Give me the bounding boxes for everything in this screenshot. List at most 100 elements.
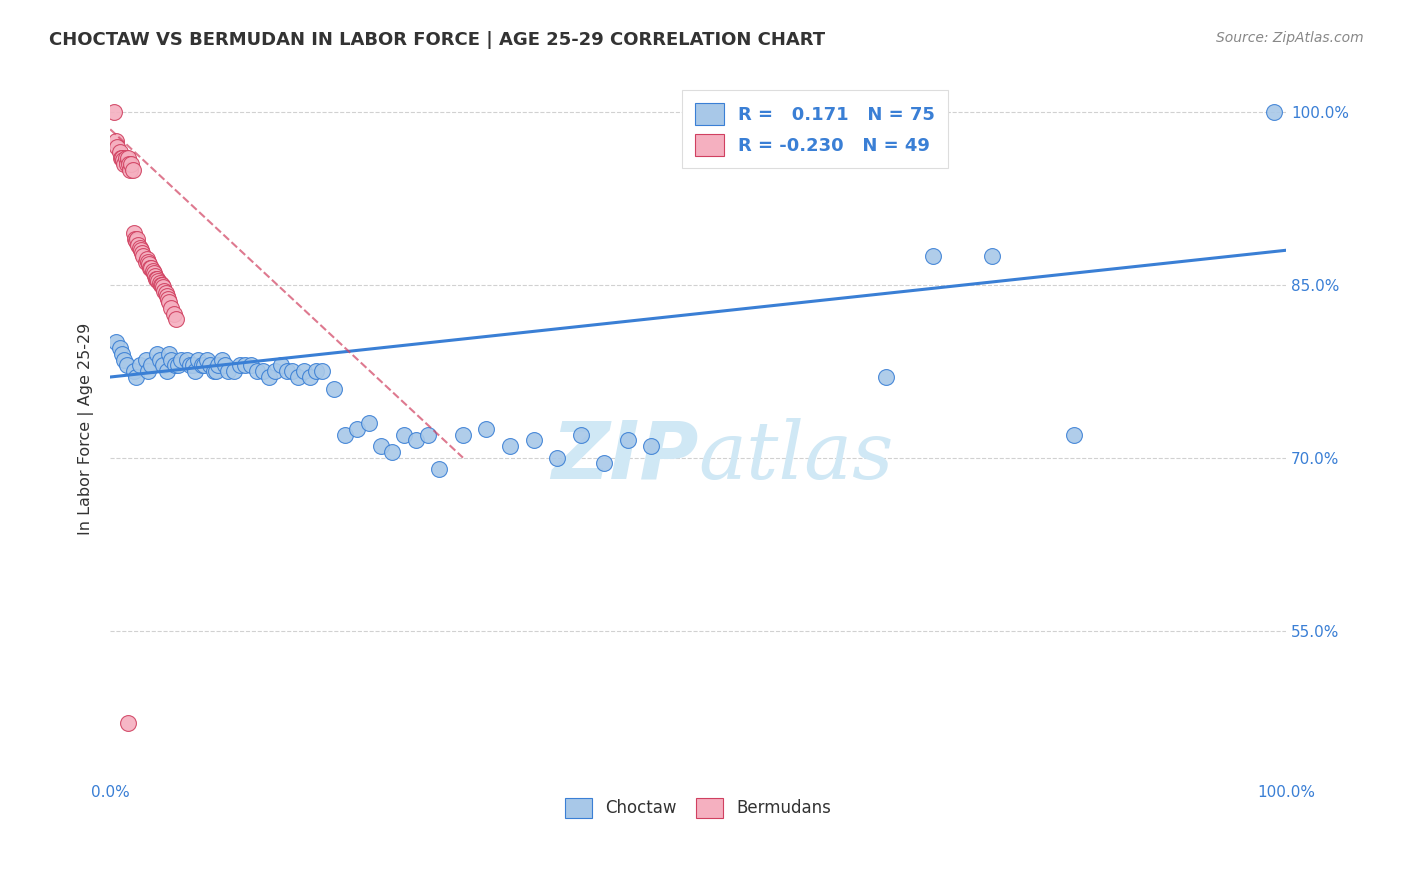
Point [136, 254, 159, 268]
Point [640, 439, 662, 453]
Point [108, 341, 131, 355]
Point [335, 427, 357, 442]
Point [322, 382, 344, 396]
Point [146, 347, 169, 361]
Point [141, 260, 163, 275]
Point [922, 249, 945, 263]
Point [370, 439, 392, 453]
Point [157, 347, 180, 361]
Point [593, 457, 616, 471]
Point [522, 434, 544, 448]
Point [129, 244, 152, 258]
Point [240, 359, 263, 373]
Point [135, 252, 157, 267]
Point [136, 364, 159, 378]
Point [156, 364, 179, 378]
Text: Source: ZipAtlas.com: Source: ZipAtlas.com [1216, 31, 1364, 45]
Point [105, 134, 128, 148]
Point [184, 364, 207, 378]
Point [124, 232, 146, 246]
Point [127, 237, 149, 252]
Point [191, 359, 214, 373]
Point [1063, 427, 1085, 442]
Point [405, 434, 427, 448]
Point [131, 245, 153, 260]
Point [108, 145, 131, 160]
Point [103, 105, 125, 120]
Point [287, 370, 309, 384]
Point [141, 359, 163, 373]
Point [198, 359, 221, 373]
Point [127, 232, 149, 246]
Point [981, 249, 1004, 263]
Point [111, 347, 134, 361]
Point [176, 352, 198, 367]
Point [142, 266, 165, 280]
Point [451, 427, 474, 442]
Point [214, 359, 236, 373]
Point [228, 359, 250, 373]
Point [546, 450, 568, 465]
Point [475, 422, 498, 436]
Text: atlas: atlas [699, 418, 893, 496]
Point [299, 370, 322, 384]
Point [112, 157, 135, 171]
Point [149, 277, 172, 292]
Point [117, 151, 139, 165]
Point [163, 359, 186, 373]
Point [149, 276, 172, 290]
Point [193, 359, 215, 373]
Point [122, 364, 145, 378]
Y-axis label: In Labor Force | Age 25-29: In Labor Force | Age 25-29 [79, 323, 94, 535]
Point [157, 295, 180, 310]
Point [235, 359, 257, 373]
Point [1263, 105, 1285, 120]
Point [148, 274, 170, 288]
Point [292, 364, 315, 378]
Point [156, 289, 179, 303]
Point [416, 427, 439, 442]
Point [118, 157, 141, 171]
Point [128, 241, 150, 255]
Point [105, 139, 128, 153]
Point [195, 352, 218, 367]
Point [252, 364, 274, 378]
Point [145, 272, 167, 286]
Point [120, 157, 142, 171]
Point [429, 462, 451, 476]
Point [134, 352, 156, 367]
Point [499, 439, 522, 453]
Point [187, 352, 209, 367]
Point [105, 335, 128, 350]
Point [125, 370, 148, 384]
Point [160, 301, 183, 315]
Point [392, 427, 415, 442]
Point [165, 312, 187, 326]
Point [134, 254, 156, 268]
Point [110, 151, 132, 165]
Point [263, 364, 285, 378]
Point [222, 364, 245, 378]
Point [155, 285, 177, 300]
Point [132, 249, 155, 263]
Point [139, 260, 162, 275]
Point [163, 307, 186, 321]
Text: ZIP: ZIP [551, 418, 699, 496]
Point [211, 352, 233, 367]
Point [146, 272, 169, 286]
Point [128, 359, 150, 373]
Point [114, 151, 136, 165]
Point [179, 359, 201, 373]
Point [270, 359, 292, 373]
Point [381, 445, 404, 459]
Point [112, 153, 135, 168]
Point [156, 292, 179, 306]
Point [569, 427, 592, 442]
Point [305, 364, 328, 378]
Point [125, 234, 148, 248]
Point [357, 416, 380, 430]
Point [120, 162, 142, 177]
Point [115, 359, 138, 373]
Point [153, 284, 176, 298]
Point [311, 364, 333, 378]
